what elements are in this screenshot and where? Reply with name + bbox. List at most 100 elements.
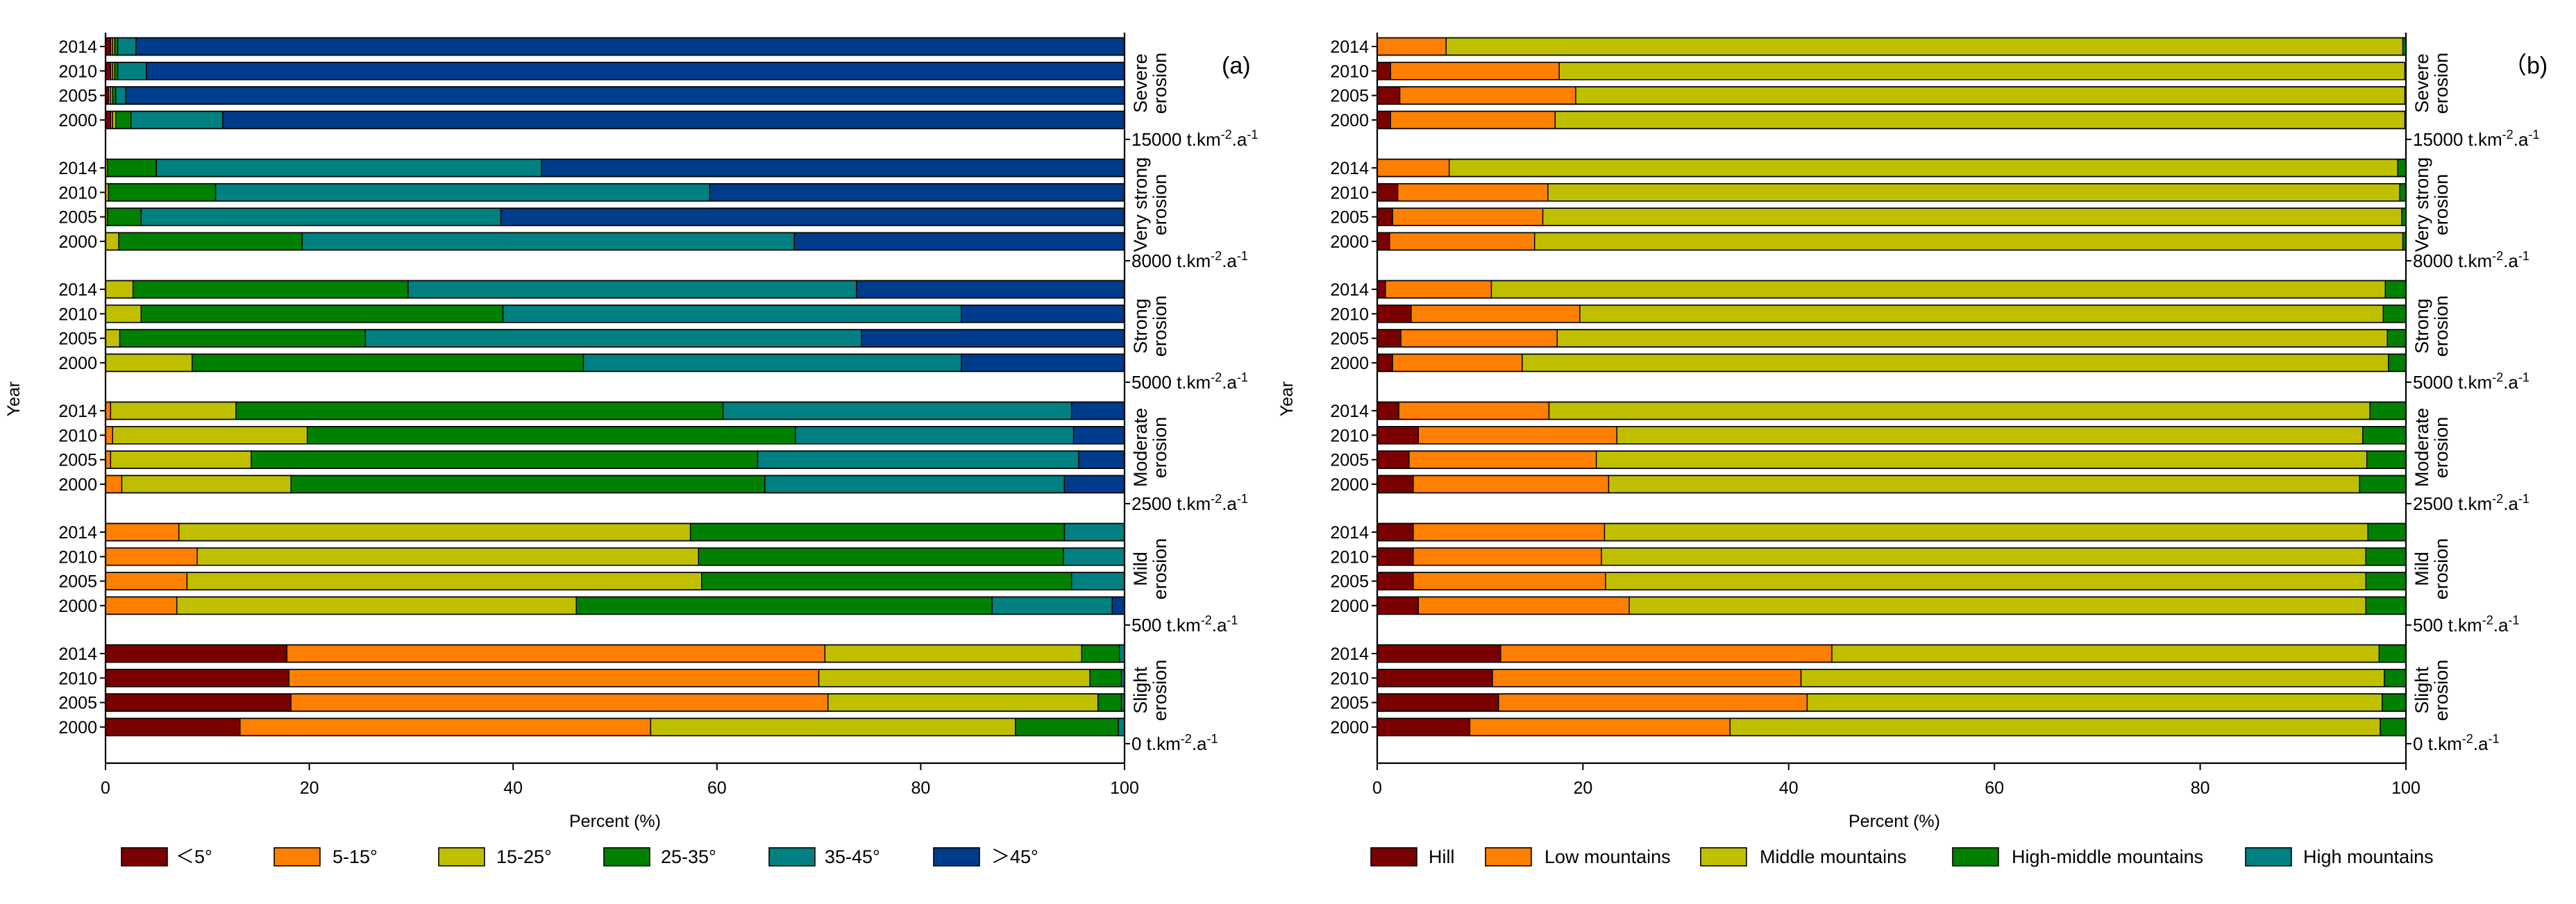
bar-a-severe-erosion-2005-45 — [125, 86, 1125, 105]
year-label-b-strong-erosion-2014: 2014 — [1330, 280, 1369, 300]
bar-b-slight-erosion-2000-hill — [1377, 717, 1471, 737]
year-label-a-slight-erosion-2005: 2005 — [58, 694, 97, 713]
bar-a-mild-erosion-2010-25-35 — [698, 547, 1064, 566]
bar-b-very-strong-erosion-2014-middle-mountains — [1449, 158, 2398, 178]
group-label-line-a: Very strong — [1130, 157, 1151, 253]
bar-a-very-strong-erosion-2005-35-45 — [140, 207, 502, 226]
year-label-a-very-strong-erosion-2014: 2014 — [58, 159, 97, 178]
panel-a-axes — [104, 33, 1126, 765]
legend-label-a-5: ＜5° — [176, 846, 212, 867]
threshold-label-b-moderate-erosion: 2500 t.km-2.a-1 — [2413, 492, 2529, 514]
threshold-label-a-strong-erosion: 5000 t.km-2.a-1 — [1131, 370, 1248, 393]
bar-b-moderate-erosion-2000-hill — [1377, 475, 1414, 494]
bar-a-moderate-erosion-2010-45 — [1072, 426, 1125, 445]
bar-a-slight-erosion-2005-5-15 — [290, 693, 829, 712]
bar-a-severe-erosion-2014-35-45 — [117, 37, 137, 56]
group-label-line-a: erosion — [1150, 538, 1170, 600]
panel-b-axes — [1376, 33, 2407, 765]
panel-b-label: （b) — [2503, 53, 2548, 79]
threshold-label-b-slight-erosion: 0 t.km-2.a-1 — [2413, 732, 2500, 754]
legend-label-a-25-35: 25-35° — [661, 846, 716, 867]
x-tick-label-a-100: 100 — [1110, 778, 1139, 798]
bar-b-strong-erosion-2005-middle-mountains — [1556, 329, 2389, 348]
year-label-b-strong-erosion-2005: 2005 — [1330, 330, 1369, 349]
legend-swatch-a-45 — [933, 847, 980, 867]
bar-b-strong-erosion-2005-low-mountains — [1400, 329, 1558, 348]
bar-b-slight-erosion-2010-high-middle-mountains — [2384, 669, 2407, 688]
bar-b-slight-erosion-2014-high-middle-mountains — [2378, 644, 2407, 663]
year-label-b-very-strong-erosion-2010: 2010 — [1330, 183, 1369, 203]
bar-b-severe-erosion-2010-middle-mountains — [1558, 62, 2406, 80]
year-label-b-severe-erosion-2010: 2010 — [1330, 62, 1369, 81]
year-label-b-moderate-erosion-2010: 2010 — [1330, 426, 1369, 445]
bar-a-very-strong-erosion-2000-15-25 — [105, 232, 119, 251]
year-label-a-moderate-erosion-2005: 2005 — [58, 451, 97, 470]
year-label-b-mild-erosion-2010: 2010 — [1330, 547, 1369, 567]
panel-a-legend: ＜5° 5-15° 15-25° 25-35° 35-45° ＞45° — [121, 846, 1038, 867]
bar-a-moderate-erosion-2000-25-35 — [290, 475, 766, 494]
bar-a-slight-erosion-2000-5 — [105, 717, 241, 737]
bar-b-slight-erosion-2010-low-mountains — [1492, 669, 1802, 688]
bar-b-slight-erosion-2005-hill — [1377, 693, 1499, 712]
bar-a-moderate-erosion-2000-5-15 — [105, 475, 123, 494]
group-label-line-b: erosion — [2431, 417, 2452, 479]
legend-swatch-b-low-mountains — [1485, 847, 1532, 867]
bar-a-moderate-erosion-2005-25-35 — [251, 450, 759, 469]
bar-a-moderate-erosion-2014-25-35 — [235, 401, 724, 420]
bar-a-mild-erosion-2005-15-25 — [186, 572, 702, 590]
bar-b-slight-erosion-2010-hill — [1377, 669, 1493, 688]
bar-a-mild-erosion-2010-5-15 — [105, 547, 198, 566]
bar-a-strong-erosion-2005-25-35 — [119, 329, 367, 348]
year-label-b-slight-erosion-2005: 2005 — [1330, 694, 1369, 713]
group-label-a-slight-erosion: Slighterosion — [1130, 660, 1170, 722]
bar-a-very-strong-erosion-2005-45 — [500, 207, 1125, 226]
year-label-b-mild-erosion-2005: 2005 — [1330, 572, 1369, 592]
bar-b-severe-erosion-2005-low-mountains — [1399, 86, 1576, 105]
bar-b-severe-erosion-2000-low-mountains — [1390, 110, 1556, 130]
bar-b-very-strong-erosion-2014-high-middle-mountains — [2397, 158, 2407, 178]
year-label-b-moderate-erosion-2014: 2014 — [1330, 402, 1369, 421]
year-label-b-severe-erosion-2005: 2005 — [1330, 87, 1369, 106]
bar-b-very-strong-erosion-2010-hill — [1377, 183, 1399, 202]
bar-b-slight-erosion-2000-high-middle-mountains — [2380, 717, 2407, 737]
bar-b-slight-erosion-2014-low-mountains — [1500, 644, 1833, 663]
year-label-a-moderate-erosion-2000: 2000 — [58, 475, 97, 495]
bar-b-strong-erosion-2010-high-middle-mountains — [2382, 305, 2407, 323]
year-label-a-mild-erosion-2005: 2005 — [58, 572, 97, 592]
bar-a-slight-erosion-2005-15-25 — [827, 693, 1099, 712]
bar-b-very-strong-erosion-2000-middle-mountains — [1534, 232, 2404, 251]
year-label-a-mild-erosion-2010: 2010 — [58, 547, 97, 567]
bar-b-strong-erosion-2010-low-mountains — [1411, 305, 1581, 323]
bar-a-very-strong-erosion-2000-35-45 — [301, 232, 795, 251]
bar-a-mild-erosion-2005-5-15 — [105, 572, 188, 590]
year-label-b-slight-erosion-2014: 2014 — [1330, 645, 1369, 664]
bar-b-strong-erosion-2014-middle-mountains — [1490, 280, 2386, 299]
year-label-a-very-strong-erosion-2010: 2010 — [58, 183, 97, 203]
bar-a-moderate-erosion-2014-45 — [1070, 401, 1125, 420]
bar-a-slight-erosion-2000-15-25 — [650, 717, 1016, 737]
bar-b-moderate-erosion-2014-hill — [1377, 401, 1399, 420]
bar-b-moderate-erosion-2000-low-mountains — [1413, 475, 1610, 494]
bar-a-mild-erosion-2014-35-45 — [1063, 522, 1125, 542]
bar-b-moderate-erosion-2005-middle-mountains — [1595, 450, 2368, 469]
year-label-a-mild-erosion-2000: 2000 — [58, 597, 97, 616]
bar-a-strong-erosion-2005-15-25 — [105, 329, 121, 348]
bar-a-very-strong-erosion-2010-35-45 — [214, 183, 711, 202]
group-label-b-slight-erosion: Slighterosion — [2411, 660, 2452, 722]
bar-a-moderate-erosion-2000-35-45 — [764, 475, 1066, 494]
bar-b-moderate-erosion-2005-low-mountains — [1408, 450, 1597, 469]
panel-a-xlabel: Percent (%) — [569, 812, 661, 831]
year-label-a-severe-erosion-2000: 2000 — [58, 111, 97, 130]
year-label-a-strong-erosion-2005: 2005 — [58, 330, 97, 349]
bar-b-strong-erosion-2014-low-mountains — [1385, 280, 1492, 299]
bar-a-very-strong-erosion-2000-45 — [793, 232, 1125, 251]
legend-label-a-45: ＞45° — [991, 846, 1038, 867]
legend-swatch-b-middle-mountains — [1700, 847, 1747, 867]
bar-b-moderate-erosion-2000-middle-mountains — [1608, 475, 2361, 494]
bar-a-strong-erosion-2010-35-45 — [502, 305, 962, 323]
threshold-label-a-mild-erosion: 500 t.km-2.a-1 — [1131, 613, 1238, 636]
bar-a-strong-erosion-2005-35-45 — [364, 329, 862, 348]
bar-b-severe-erosion-2000-middle-mountains — [1554, 110, 2406, 130]
